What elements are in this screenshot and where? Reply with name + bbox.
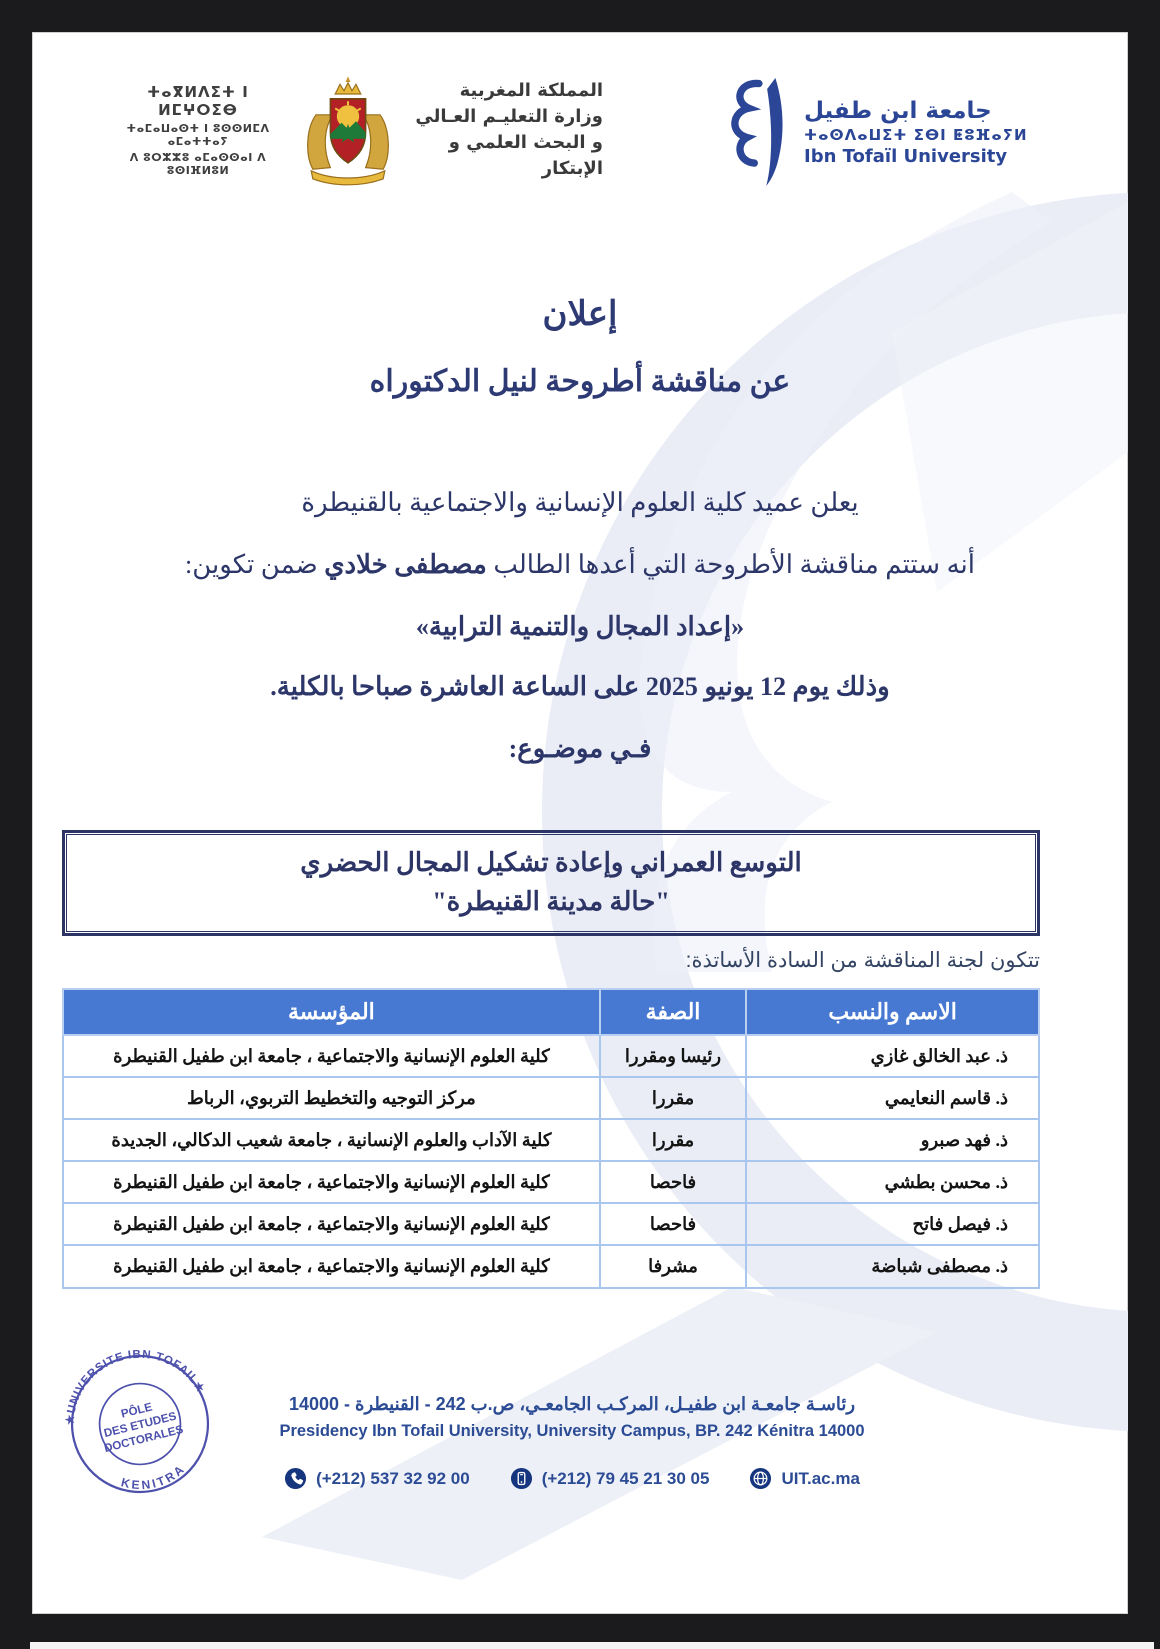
table-row: ذ. عبد الخالق غازي رئيسا ومقررا كلية الع… — [62, 1033, 1040, 1079]
member-role: فاحصا — [598, 1202, 748, 1247]
phone-icon — [285, 1467, 307, 1490]
table-row: ذ. فهد صبرو مقررا كلية الآداب والعلوم ال… — [62, 1118, 1040, 1163]
table-header-row: الاسم والنسب الصفة المؤسسة — [62, 988, 1040, 1036]
member-institution: كلية العلوم الإنسانية والاجتماعية ، جامع… — [62, 1202, 601, 1247]
thesis-line-prefix: أنه ستتم مناقشة الأطروحة التي أعدها الطا… — [493, 550, 975, 579]
table-row: ذ. محسن بطشي فاحصا كلية العلوم الإنسانية… — [62, 1160, 1040, 1205]
date-line: وذلك يوم 12 يونيو 2025 على الساعة العاشر… — [270, 672, 890, 701]
thesis-subject-case: "حالة مدينة القنيطرة" — [432, 887, 670, 916]
ministry-header: ⵜⴰⴳⵍⴷⵉⵜ ⵏ ⵍⵎⵖⵔⵉⴱ ⵜⴰⵎⴰⵡⴰⵙⵜ ⵏ ⵓⵙⵙⵍⵎⴷ ⴰⵎⴰⵜⵜ… — [108, 74, 603, 186]
footer-address-english: Presidency Ibn Tofail University, Univer… — [279, 1422, 865, 1440]
table-row: ذ. مصطفى شباضة مشرفا كلية العلوم الإنسان… — [62, 1244, 1040, 1289]
ibn-tofail-logo-icon — [731, 78, 783, 186]
fax-number: (+212) 79 45 21 30 05 — [541, 1468, 710, 1488]
thesis-subject-box: التوسع العمراني وإعادة تشكيل المجال الحض… — [62, 830, 1040, 936]
member-name: ذ. عبد الخالق غازي — [745, 1033, 1040, 1079]
phone-contact: (+212) 537 32 92 00 — [284, 1467, 470, 1490]
next-page-edge — [30, 1642, 1154, 1649]
university-name-block: جامعة ابن طفيل ⵜⴰⵙⴷⴰⵡⵉⵜ ⵉⴱⵏ ⵟⵓⴼⴰⵢⵍ Ibn T… — [804, 98, 1028, 167]
subject-label: فـي موضـوع: — [508, 734, 652, 763]
tifinagh-line: ⴷ ⵓⵔⵣⵣⵓ ⴰⵎⴰⵙⵙⴰⵏ ⴷ ⵓⵙⵏⴼⵍⵓⵍ — [129, 151, 267, 177]
student-name: مصطفى خلادي — [324, 550, 487, 579]
footer-address-arabic: رئاسـة جامعـة ابن طفيـل، المركـب الجامعـ… — [288, 1394, 856, 1414]
col-header-role: الصفة — [598, 988, 748, 1036]
website-contact: UIT.ac.ma — [749, 1467, 860, 1490]
member-institution: كلية الآداب والعلوم الإنسانية ، جامعة شع… — [62, 1118, 601, 1163]
member-name: ذ. فيصل فاتح — [745, 1202, 1040, 1247]
announcement-title: إعلان — [542, 296, 618, 333]
fax-contact: (+212) 79 45 21 30 05 — [510, 1467, 710, 1490]
member-name: ذ. فهد صبرو — [745, 1118, 1040, 1163]
doctoral-pole-stamp: ★UNIVERSITE IBN TOFAIL★ KENITRA PÔLE DES… — [49, 1332, 210, 1499]
ministry-tifinagh-text: ⵜⴰⴳⵍⴷⵉⵜ ⵏ ⵍⵎⵖⵔⵉⴱ ⵜⴰⵎⴰⵡⴰⵙⵜ ⵏ ⵓⵙⵙⵍⵎⴷ ⴰⵎⴰⵜⵜ… — [108, 83, 288, 177]
ministry-line: المملكة المغربية — [459, 79, 603, 101]
thesis-subject-title: التوسع العمراني وإعادة تشكيل المجال الحض… — [300, 848, 802, 877]
member-role: فاحصا — [598, 1160, 748, 1205]
col-header-institution: المؤسسة — [62, 988, 601, 1036]
footer-contacts: (+212) 537 32 92 00 (+212) 79 45 21 30 0… — [272, 1467, 872, 1490]
university-name-latin: Ibn Tofaïl University — [804, 145, 1008, 167]
tifinagh-line: ⵜⴰⵎⴰⵡⴰⵙⵜ ⵏ ⵓⵙⵙⵍⵎⴷ ⴰⵎⴰⵜⵜⴰⵢ — [126, 122, 270, 148]
thesis-line-suffix: ضمن تكوين: — [185, 550, 318, 579]
morocco-coat-of-arms-icon — [307, 76, 389, 186]
thesis-line: أنه ستتم مناقشة الأطروحة التي أعدها الطا… — [32, 550, 1128, 580]
university-header: جامعة ابن طفيل ⵜⴰⵙⴷⴰⵡⵉⵜ ⵉⴱⵏ ⵟⵓⴼⴰⵢⵍ Ibn T… — [726, 72, 1028, 192]
member-institution: كلية العلوم الإنسانية والاجتماعية ، جامع… — [62, 1244, 601, 1289]
announcement-subtitle: عن مناقشة أطروحة لنيل الدكتوراه — [369, 365, 791, 398]
dean-line: يعلن عميد كلية العلوم الإنسانية والاجتما… — [301, 488, 859, 517]
member-role: مقررا — [598, 1118, 748, 1163]
committee-table-wrapper: الاسم والنسب الصفة المؤسسة ذ. عبد الخالق… — [62, 988, 1040, 1289]
university-name-arabic: جامعة ابن طفيل — [804, 97, 992, 124]
committee-intro: تتكون لجنة المناقشة من السادة الأساتذة: — [685, 949, 1040, 972]
committee-table: الاسم والنسب الصفة المؤسسة ذ. عبد الخالق… — [62, 988, 1040, 1289]
col-header-name: الاسم والنسب — [745, 988, 1040, 1036]
member-name: ذ. قاسم النعايمي — [745, 1076, 1040, 1121]
ministry-line: و البحث العلمي و الإبتكار — [448, 132, 603, 180]
phone-number: (+212) 537 32 92 00 — [316, 1468, 470, 1488]
announcement-page: ⵜⴰⴳⵍⴷⵉⵜ ⵏ ⵍⵎⵖⵔⵉⴱ ⵜⴰⵎⴰⵡⴰⵙⵜ ⵏ ⵓⵙⵙⵍⵎⴷ ⴰⵎⴰⵜⵜ… — [32, 32, 1128, 1614]
table-row: ذ. فيصل فاتح فاحصا كلية العلوم الإنسانية… — [62, 1202, 1040, 1247]
table-row: ذ. قاسم النعايمي مقررا مركز التوجيه والت… — [62, 1076, 1040, 1121]
member-name: ذ. مصطفى شباضة — [745, 1244, 1040, 1289]
member-name: ذ. محسن بطشي — [745, 1160, 1040, 1205]
program-line: «إعداد المجال والتنمية الترابية» — [415, 612, 745, 641]
ministry-line: وزارة التعليـم العـالي — [415, 105, 603, 127]
ministry-arabic-text: المملكة المغربية وزارة التعليـم العـالي … — [408, 78, 603, 182]
website-url: UIT.ac.ma — [781, 1468, 860, 1488]
fax-icon — [510, 1467, 532, 1490]
content-layer: ⵜⴰⴳⵍⴷⵉⵜ ⵏ ⵍⵎⵖⵔⵉⴱ ⵜⴰⵎⴰⵡⴰⵙⵜ ⵏ ⵓⵙⵙⵍⵎⴷ ⴰⵎⴰⵜⵜ… — [32, 32, 1128, 1614]
university-name-tifinagh: ⵜⴰⵙⴷⴰⵡⵉⵜ ⵉⴱⵏ ⵟⵓⴼⴰⵢⵍ — [804, 125, 1028, 144]
member-institution: كلية العلوم الإنسانية والاجتماعية ، جامع… — [62, 1033, 601, 1079]
globe-icon — [750, 1467, 772, 1490]
member-role: مشرفا — [598, 1244, 748, 1289]
member-institution: مركز التوجيه والتخطيط التربوي، الرباط — [62, 1076, 601, 1121]
member-role: رئيسا ومقررا — [598, 1033, 748, 1079]
footer: رئاسـة جامعـة ابن طفيـل، المركـب الجامعـ… — [272, 1394, 872, 1490]
member-role: مقررا — [598, 1076, 748, 1121]
tifinagh-line: ⵜⴰⴳⵍⴷⵉⵜ ⵏ ⵍⵎⵖⵔⵉⴱ — [147, 83, 249, 119]
member-institution: كلية العلوم الإنسانية والاجتماعية ، جامع… — [62, 1160, 601, 1205]
